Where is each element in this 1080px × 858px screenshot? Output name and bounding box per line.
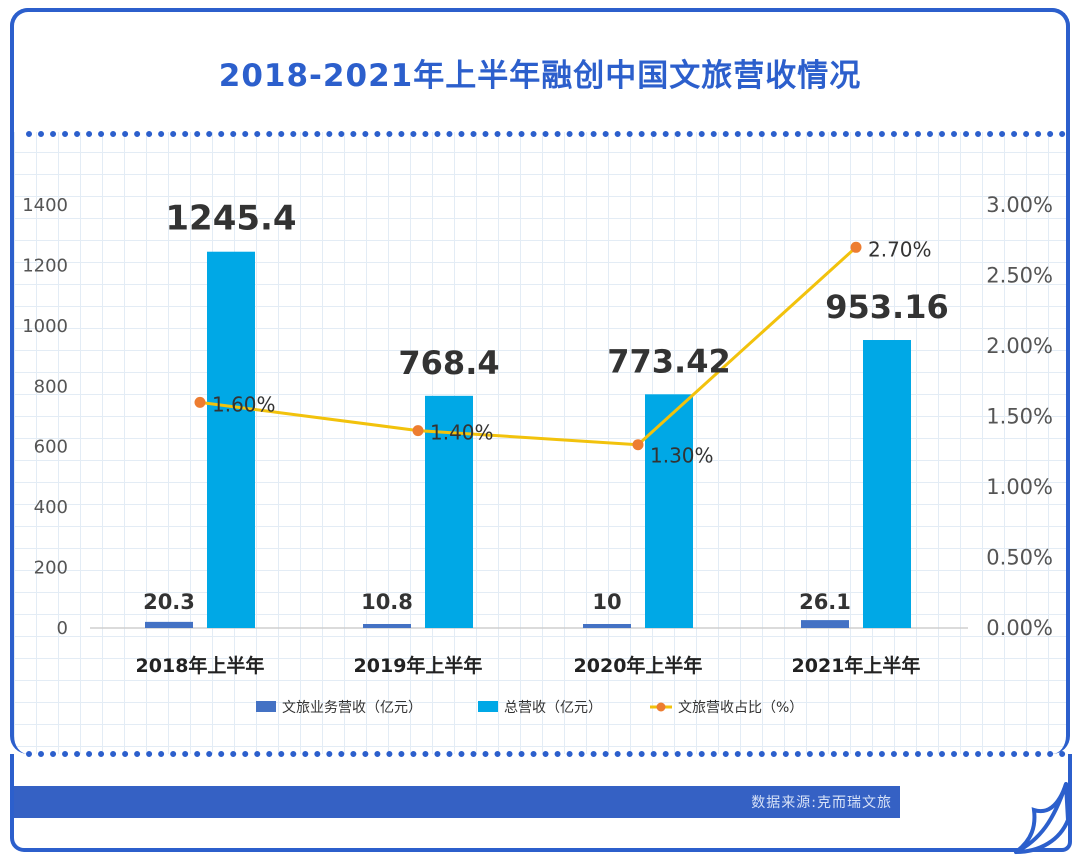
label-tourism-revenue: 26.1 xyxy=(799,590,851,614)
right-tick-label: 0.00% xyxy=(986,616,1053,640)
bar-tourism-revenue xyxy=(145,621,193,628)
footer-divider xyxy=(26,751,1066,757)
label-ratio: 1.40% xyxy=(430,421,494,445)
data-labels: 20.3 1245.4 10.8 768.4 10 773.42 26.1 953.16 1.6… xyxy=(143,199,949,614)
left-axis: 0 200 400 600 800 1000 1200 1400 xyxy=(22,195,68,639)
label-tourism-revenue: 10.8 xyxy=(361,590,413,614)
right-tick-label: 1.00% xyxy=(986,475,1053,499)
right-axis: 0.00% 0.50% 1.00% 1.50% 2.00% 2.50% 3.00% xyxy=(986,193,1053,640)
left-tick-label: 200 xyxy=(34,558,68,579)
legend: 文旅业务营收（亿元） 总营收（亿元） 文旅营收占比（%） xyxy=(256,700,803,716)
title-band xyxy=(10,8,1070,132)
category-labels: 2018年上半年 2019年上半年 2020年上半年 2021年上半年 xyxy=(136,654,921,677)
left-tick-label: 1000 xyxy=(22,316,68,337)
left-tick-label: 600 xyxy=(34,437,68,458)
bar-total-revenue xyxy=(863,340,911,628)
label-tourism-revenue: 20.3 xyxy=(143,590,195,614)
category-label: 2020年上半年 xyxy=(574,654,703,677)
footer-bar xyxy=(14,786,900,818)
right-tick-label: 2.50% xyxy=(986,264,1053,288)
category-label: 2021年上半年 xyxy=(792,654,921,677)
label-ratio: 1.60% xyxy=(212,392,276,416)
left-tick-label: 1400 xyxy=(22,195,68,216)
chart: 0 200 400 600 800 1000 1200 1400 0.00% 0.50% 1.00… xyxy=(22,193,1053,716)
label-ratio: 1.30% xyxy=(650,444,714,468)
legend-swatch-tourism xyxy=(256,701,276,712)
legend-label-ratio: 文旅营收占比（%） xyxy=(678,700,803,716)
label-ratio: 2.70% xyxy=(868,237,932,261)
title-divider xyxy=(26,131,1066,137)
legend-swatch-ratio-marker xyxy=(656,702,666,712)
left-tick-label: 0 xyxy=(57,618,68,639)
ratio-marker xyxy=(850,241,862,253)
label-total-revenue: 953.16 xyxy=(825,288,948,326)
bar-tourism-revenue xyxy=(583,624,631,628)
left-tick-label: 800 xyxy=(34,376,68,397)
left-tick-label: 1200 xyxy=(22,255,68,276)
chart-title: 2018-2021年上半年融创中国文旅营收情况 xyxy=(218,58,862,94)
left-tick-label: 400 xyxy=(34,497,68,518)
footer-box xyxy=(10,754,1072,852)
bars xyxy=(145,251,911,628)
category-label: 2019年上半年 xyxy=(354,654,483,677)
legend-label-tourism: 文旅业务营收（亿元） xyxy=(282,700,422,716)
legend-swatch-total xyxy=(478,701,498,712)
bar-total-revenue xyxy=(207,251,255,628)
bar-tourism-revenue xyxy=(801,620,849,628)
label-tourism-revenue: 10 xyxy=(592,590,621,614)
source-note: 数据来源:克而瑞文旅 xyxy=(751,795,892,811)
bar-tourism-revenue xyxy=(363,624,411,628)
label-total-revenue: 773.42 xyxy=(607,342,730,380)
ratio-marker xyxy=(194,396,206,408)
right-tick-label: 2.00% xyxy=(986,334,1053,358)
bar-total-revenue xyxy=(645,394,693,628)
ratio-marker xyxy=(632,439,644,451)
category-label: 2018年上半年 xyxy=(136,654,265,677)
right-tick-label: 0.50% xyxy=(986,546,1053,570)
ratio-line-path xyxy=(199,246,858,447)
ratio-line xyxy=(194,241,862,451)
legend-label-total: 总营收（亿元） xyxy=(504,700,602,716)
ratio-marker xyxy=(412,425,424,437)
right-tick-label: 1.50% xyxy=(986,405,1053,429)
label-total-revenue: 768.4 xyxy=(398,344,499,382)
right-tick-label: 3.00% xyxy=(986,193,1053,217)
label-total-revenue: 1245.4 xyxy=(165,199,296,239)
page-curl-corner xyxy=(1014,782,1070,854)
